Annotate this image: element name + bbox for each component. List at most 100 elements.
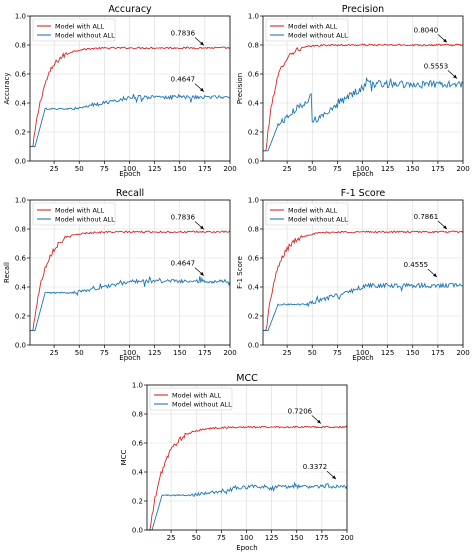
tick-label-y: 1.0: [248, 13, 259, 21]
x-axis-label: Epoch: [119, 354, 140, 362]
annotation-label: 0.3372: [303, 463, 328, 471]
tick-label-y: 0.8: [15, 226, 26, 234]
tick-label-x: 75: [100, 165, 109, 173]
tick-label-y: 1.0: [15, 197, 26, 205]
tick-label-y: 0.2: [248, 129, 259, 137]
tick-label-y: 0.2: [132, 498, 143, 506]
axes-frame: [262, 199, 464, 346]
annotation-arrow-head: [200, 271, 204, 276]
tick-label-y: 0.6: [15, 255, 27, 263]
y-axis-label: Recall: [3, 262, 11, 283]
tick-label-y: 0.8: [248, 226, 259, 234]
legend-label: Model without ALL: [288, 215, 348, 223]
tick-label-y: 0.6: [132, 440, 144, 448]
annotation-label: 0.7836: [171, 29, 196, 37]
tick-label-x: 175: [198, 349, 211, 357]
tick-label-x: 50: [75, 349, 84, 357]
x-axis-label: Epoch: [119, 170, 140, 178]
tick-label-x: 25: [50, 165, 59, 173]
legend-box: [32, 202, 116, 226]
legend-label: Model with ALL: [288, 22, 338, 30]
legend-label: Model without ALL: [288, 31, 348, 39]
chart-2: 0.0 0.2 0.4 0.6 0.8 1.0 25 50 75 100 125 150 175 200 0…: [3, 188, 237, 362]
tick-label-y: 0.4: [132, 469, 144, 477]
series-line-with-all: [263, 43, 464, 152]
tick-label-x: 175: [431, 349, 444, 357]
tick-label-x: 75: [333, 349, 342, 357]
tick-label-x: 75: [217, 534, 226, 542]
series-line-without-all: [30, 276, 231, 331]
tick-label-y: 0.0: [15, 158, 26, 166]
legend-label: Model without ALL: [55, 31, 115, 39]
tick-label-x: 100: [123, 165, 136, 173]
annotation-arrow-head: [443, 225, 447, 230]
tick-label-x: 150: [406, 349, 419, 357]
tick-label-y: 0.8: [15, 42, 26, 50]
tick-label-y: 0.4: [248, 100, 260, 108]
chart-1: 0.0 0.2 0.4 0.6 0.8 1.0 25 50 75 100 125 150 175 200 0…: [236, 4, 470, 178]
tick-label-x: 150: [290, 534, 303, 542]
series-line-without-all: [30, 93, 231, 147]
tick-label-x: 125: [265, 534, 278, 542]
legend-label: Model without ALL: [55, 215, 115, 223]
tick-label-y: 0.2: [248, 313, 259, 321]
tick-label-y: 0.8: [248, 42, 259, 50]
series-line-without-all: [147, 481, 348, 531]
annotation-label: 0.8040: [414, 26, 439, 34]
tick-label-y: 0.4: [15, 100, 27, 108]
tick-label-x: 200: [456, 349, 469, 357]
tick-label-y: 1.0: [15, 13, 26, 21]
x-axis-label: Epoch: [236, 544, 257, 552]
series-line-without-all: [263, 281, 464, 331]
y-axis-label: F-1 Score: [236, 256, 244, 289]
tick-label-x: 175: [431, 165, 444, 173]
annotation-label: 0.4647: [171, 260, 196, 268]
tick-label-x: 75: [333, 165, 342, 173]
tick-label-x: 150: [406, 165, 419, 173]
tick-label-y: 0.0: [15, 342, 26, 350]
legend-label: Model with ALL: [288, 206, 338, 214]
legend-box: [265, 202, 349, 226]
annotation-arrow-head: [200, 225, 204, 230]
tick-label-x: 150: [173, 349, 186, 357]
tick-label-y: 0.0: [248, 342, 259, 350]
tick-label-x: 200: [456, 165, 469, 173]
tick-label-x: 200: [340, 534, 353, 542]
tick-label-y: 0.0: [248, 158, 259, 166]
series-line-with-all: [147, 425, 348, 531]
tick-label-x: 150: [173, 165, 186, 173]
tick-label-y: 0.2: [15, 129, 26, 137]
annotation-arrow-head: [433, 273, 437, 277]
tick-label-y: 1.0: [248, 197, 259, 205]
tick-label-y: 1.0: [132, 382, 143, 390]
series-line-with-all: [30, 230, 231, 331]
axes-frame: [262, 15, 464, 162]
tick-label-x: 50: [192, 534, 201, 542]
y-axis-label: Accuracy: [3, 73, 11, 105]
y-axis-label: MCC: [120, 449, 128, 465]
x-axis-label: Epoch: [352, 170, 373, 178]
tick-label-x: 175: [315, 534, 328, 542]
legend-box: [32, 18, 116, 42]
annotation-label: 0.7206: [288, 408, 313, 416]
tick-label-x: 100: [240, 534, 253, 542]
chart-4: 0.0 0.2 0.4 0.6 0.8 1.0 25 50 75 100 125 150 175 200 0…: [120, 373, 354, 552]
tick-label-x: 25: [283, 165, 292, 173]
y-axis-label: Precision: [236, 73, 244, 104]
tick-label-x: 50: [308, 349, 317, 357]
tick-label-y: 0.6: [15, 71, 27, 79]
annotation-arrow-head: [443, 38, 447, 43]
legend-box: [265, 18, 349, 42]
annotation-label: 0.4647: [171, 76, 196, 84]
tick-label-x: 125: [148, 165, 161, 173]
tick-label-x: 50: [308, 165, 317, 173]
legend-label: Model with ALL: [55, 22, 105, 30]
tick-label-x: 75: [100, 349, 109, 357]
chart-title: Accuracy: [108, 4, 152, 15]
chart-0: 0.0 0.2 0.4 0.6 0.8 1.0 25 50 75 100 125 150 175 200 0…: [3, 4, 237, 178]
tick-label-y: 0.6: [248, 255, 260, 263]
legend-label: Model without ALL: [172, 400, 232, 408]
tick-label-y: 0.4: [248, 284, 260, 292]
tick-label-x: 50: [75, 165, 84, 173]
